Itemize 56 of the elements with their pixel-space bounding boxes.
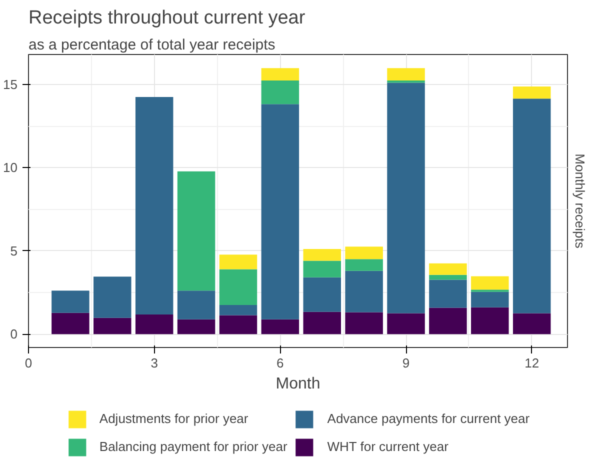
bar [94,318,132,334]
bar [345,312,383,334]
bar [387,82,425,314]
bar [303,312,341,334]
bar [345,270,383,312]
bar [429,263,467,275]
bar [512,313,551,334]
legend-label: Adjustments for prior year [99,411,248,426]
bar [261,104,300,320]
bar [512,86,551,99]
x-tick-label: 6 [276,356,284,370]
y-tick-label: 0 [10,326,18,342]
bar [471,292,509,308]
bar [135,96,174,315]
bar [52,312,90,334]
y-tick-label: 5 [10,243,18,258]
bar [219,254,258,270]
bar [303,248,341,261]
bar [429,280,467,308]
bar [387,313,425,334]
chart-title: Receipts throughout current year [28,8,306,28]
bar [177,171,216,291]
bar [261,319,300,334]
legend-label: Advance payments for current year [327,411,530,426]
bar [52,290,90,313]
bar [387,68,425,80]
y-axis-title: Monthly receipts [572,154,588,249]
bar [429,274,467,280]
bar [219,269,258,306]
bar [512,98,551,314]
legend-label: Balancing payment for prior year [99,439,288,454]
bar [177,319,216,334]
bar [261,80,300,104]
x-tick-label: 9 [402,356,410,370]
bar [303,277,341,312]
y-tick-label: 15 [3,76,18,92]
bar [471,276,509,290]
x-tick-label: 3 [150,356,158,370]
bar [261,68,300,80]
y-tick-label: 10 [3,160,18,176]
x-axis-title: Month [276,376,320,392]
bar [219,315,258,334]
legend-label: WHT for current year [327,439,448,454]
bar [345,246,383,260]
bar [471,307,509,334]
bar [219,305,258,316]
bar [387,80,425,83]
x-tick-label: 12 [524,356,540,370]
bar [177,290,216,320]
x-tick-label: 0 [24,356,32,370]
bar [135,314,174,334]
chart-subtitle: as a percentage of total year receipts [28,36,276,54]
bar [345,259,383,271]
bar [94,276,132,318]
bar [429,308,467,334]
bar [303,260,341,278]
